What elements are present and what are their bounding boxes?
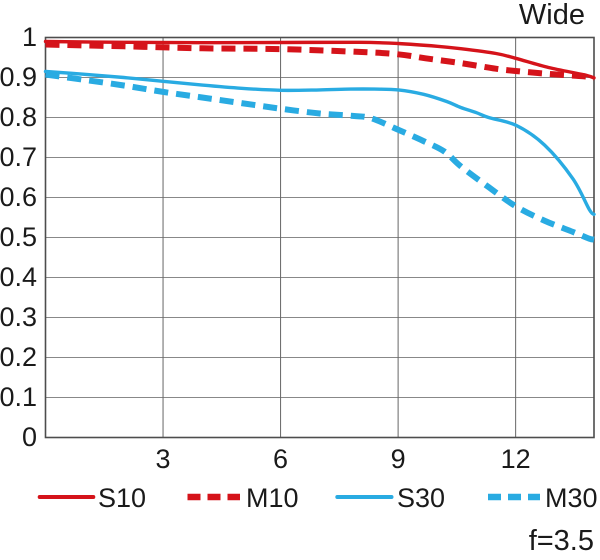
svg-text:1: 1 (22, 22, 37, 52)
svg-text:12: 12 (501, 444, 531, 474)
svg-text:3: 3 (156, 444, 171, 474)
svg-text:0.7: 0.7 (0, 142, 37, 172)
svg-text:S30: S30 (397, 483, 445, 513)
svg-text:6: 6 (273, 444, 288, 474)
svg-text:0.4: 0.4 (0, 262, 37, 292)
svg-text:f=3.5: f=3.5 (529, 525, 594, 555)
svg-text:M10: M10 (246, 483, 299, 513)
svg-text:Wide: Wide (519, 0, 585, 31)
svg-text:S10: S10 (98, 483, 146, 513)
svg-text:0.5: 0.5 (0, 222, 37, 252)
svg-text:0.2: 0.2 (0, 342, 37, 372)
svg-text:M30: M30 (545, 483, 598, 513)
svg-text:0.6: 0.6 (0, 182, 37, 212)
svg-text:0.9: 0.9 (0, 62, 37, 92)
svg-text:9: 9 (391, 444, 406, 474)
svg-text:0.8: 0.8 (0, 102, 37, 132)
svg-text:0: 0 (22, 422, 37, 452)
svg-text:0.1: 0.1 (0, 382, 37, 412)
svg-text:0.3: 0.3 (0, 302, 37, 332)
